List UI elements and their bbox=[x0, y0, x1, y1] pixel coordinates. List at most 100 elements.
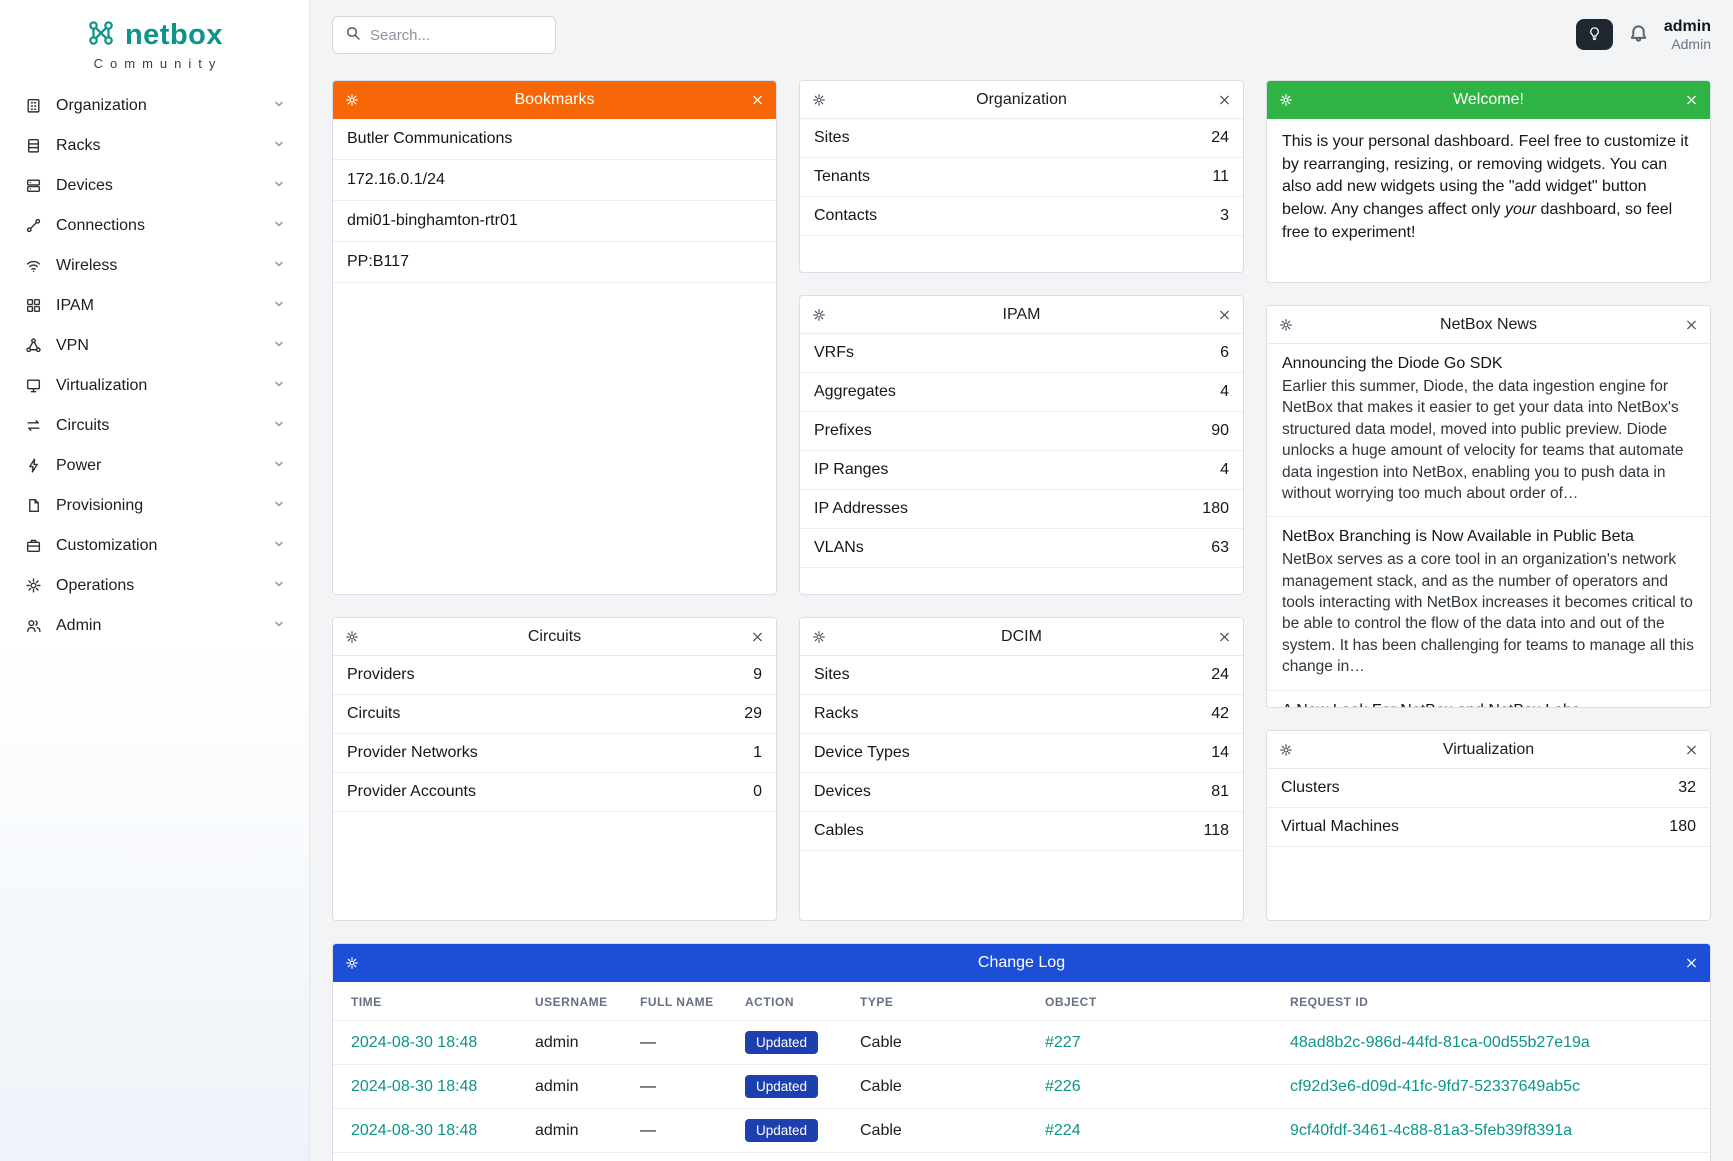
changelog-object-link[interactable]: #227 bbox=[1045, 1033, 1081, 1051]
bookmark-item[interactable]: 172.16.0.1/24 bbox=[333, 160, 776, 201]
stat-row[interactable]: Cables 118 bbox=[800, 812, 1243, 851]
changelog-object-link[interactable]: #226 bbox=[1045, 1077, 1081, 1095]
widget-config-icon[interactable] bbox=[345, 630, 359, 644]
chevron-down-icon bbox=[273, 257, 285, 275]
widget-close-icon[interactable] bbox=[1685, 94, 1698, 107]
news-title[interactable]: Announcing the Diode Go SDK bbox=[1282, 355, 1503, 372]
sidebar-item-devices[interactable]: Devices bbox=[14, 167, 295, 204]
column-header: ACTION bbox=[745, 995, 794, 1009]
user-menu[interactable]: admin Admin bbox=[1664, 17, 1711, 53]
theme-toggle-button[interactable] bbox=[1575, 19, 1613, 51]
connections-icon bbox=[24, 216, 43, 235]
bookmark-item[interactable]: PP:B117 bbox=[333, 242, 776, 283]
chevron-down-icon bbox=[273, 617, 285, 635]
search-box[interactable] bbox=[332, 16, 556, 54]
notifications-button[interactable] bbox=[1628, 23, 1649, 47]
stat-row[interactable]: Device Types 14 bbox=[800, 734, 1243, 773]
widget-config-icon[interactable] bbox=[812, 630, 826, 644]
changelog-request-id-link[interactable]: 9cf40fdf-3461-4c88-81a3-5feb39f8391a bbox=[1290, 1121, 1572, 1139]
stat-row[interactable]: Sites 24 bbox=[800, 119, 1243, 158]
widget-config-icon[interactable] bbox=[345, 93, 359, 107]
widget-close-icon[interactable] bbox=[1685, 957, 1698, 970]
widget-config-icon[interactable] bbox=[1279, 743, 1293, 757]
sidebar-item-organization[interactable]: Organization bbox=[14, 87, 295, 124]
stat-row[interactable]: Provider Networks 1 bbox=[333, 734, 776, 773]
table-header-row: TIME USERNAME FULL NAME ACTION TYPE OBJE… bbox=[333, 982, 1710, 1021]
widget-title: Circuits bbox=[527, 627, 582, 645]
widget-title: IPAM bbox=[1002, 305, 1041, 323]
sidebar-item-virtualization[interactable]: Virtualization bbox=[14, 367, 295, 404]
widget-close-icon[interactable] bbox=[751, 94, 764, 107]
sidebar-item-power[interactable]: Power bbox=[14, 447, 295, 484]
changelog-request-id-link[interactable]: cf92d3e6-d09d-41fc-9fd7-52337649ab5c bbox=[1290, 1077, 1581, 1095]
chevron-down-icon bbox=[273, 137, 285, 155]
stat-row[interactable]: IP Ranges 4 bbox=[800, 451, 1243, 490]
table-row: 2024-08-30 18:48 admin — Updated Cable #… bbox=[333, 1064, 1710, 1109]
widget-close-icon[interactable] bbox=[751, 630, 764, 643]
search-input[interactable] bbox=[370, 26, 543, 44]
sidebar-item-admin[interactable]: Admin bbox=[14, 607, 295, 644]
changelog-username: admin bbox=[535, 1077, 579, 1095]
sidebar-item-customization[interactable]: Customization bbox=[14, 527, 295, 564]
netbox-logo-icon bbox=[86, 18, 116, 53]
widget-config-icon[interactable] bbox=[1279, 318, 1293, 332]
widget-close-icon[interactable] bbox=[1218, 93, 1231, 106]
brand[interactable]: netbox Community bbox=[14, 18, 295, 71]
stat-row[interactable]: IP Addresses 180 bbox=[800, 490, 1243, 529]
bookmark-item[interactable]: dmi01-binghamton-rtr01 bbox=[333, 201, 776, 242]
widget-config-icon[interactable] bbox=[1279, 93, 1293, 107]
changelog-time-link[interactable]: 2024-08-30 18:48 bbox=[351, 1033, 478, 1051]
chevron-down-icon bbox=[273, 457, 285, 475]
sidebar-item-operations[interactable]: Operations bbox=[14, 567, 295, 604]
stat-row[interactable]: VRFs 6 bbox=[800, 334, 1243, 373]
stat-row[interactable]: Virtual Machines 180 bbox=[1267, 808, 1710, 847]
devices-icon bbox=[24, 176, 43, 195]
user-name: admin bbox=[1663, 18, 1711, 35]
widget-close-icon[interactable] bbox=[1218, 308, 1231, 321]
widget-config-icon[interactable] bbox=[812, 93, 826, 107]
widget-virtualization: Virtualization Clusters 32 Virtual Machin… bbox=[1266, 730, 1711, 921]
brand-name: netbox bbox=[124, 19, 224, 51]
sidebar-item-vpn[interactable]: VPN bbox=[14, 327, 295, 364]
changelog-object-link[interactable]: #224 bbox=[1045, 1121, 1081, 1139]
chevron-down-icon bbox=[273, 97, 285, 115]
stat-row[interactable]: Sites 24 bbox=[800, 656, 1243, 695]
changelog-time-link[interactable]: 2024-08-30 18:48 bbox=[351, 1121, 478, 1139]
news-title[interactable]: NetBox Branching is Now Available in Pub… bbox=[1282, 528, 1634, 546]
changelog-request-id-link[interactable]: 48ad8b2c-986d-44fd-81ca-00d55b27e19a bbox=[1290, 1033, 1590, 1051]
widget-close-icon[interactable] bbox=[1218, 630, 1231, 643]
stat-row[interactable]: Devices 81 bbox=[800, 773, 1243, 812]
stat-row[interactable]: Clusters 32 bbox=[1267, 769, 1710, 808]
widget-dcim-header: DCIM bbox=[800, 618, 1243, 656]
widget-welcome-header: Welcome! bbox=[1267, 81, 1710, 119]
welcome-text: This is your personal dashboard. Feel fr… bbox=[1282, 133, 1689, 241]
stat-row[interactable]: Tenants 11 bbox=[800, 158, 1243, 197]
brand-subtitle: Community bbox=[93, 56, 223, 71]
vpn-nodes-icon bbox=[24, 336, 43, 355]
widget-close-icon[interactable] bbox=[1685, 318, 1698, 331]
stat-row[interactable]: VLANs 63 bbox=[800, 529, 1243, 568]
sidebar-item-ipam[interactable]: IPAM bbox=[14, 287, 295, 324]
sidebar-item-provisioning[interactable]: Provisioning bbox=[14, 487, 295, 524]
bookmark-item[interactable]: Butler Communications bbox=[333, 119, 776, 160]
stat-row[interactable]: Providers 9 bbox=[333, 656, 776, 695]
news-title[interactable]: A New Look For NetBox and NetBox Labs bbox=[1282, 702, 1695, 708]
sidebar-item-circuits[interactable]: Circuits bbox=[14, 407, 295, 444]
stat-row[interactable]: Contacts 3 bbox=[800, 197, 1243, 236]
stat-row[interactable]: Racks 42 bbox=[800, 695, 1243, 734]
widget-config-icon[interactable] bbox=[345, 956, 359, 970]
changelog-time-link[interactable]: 2024-08-30 18:48 bbox=[351, 1077, 478, 1095]
sidebar-item-connections[interactable]: Connections bbox=[14, 207, 295, 244]
stat-row[interactable]: Prefixes 90 bbox=[800, 412, 1243, 451]
widget-close-icon[interactable] bbox=[1685, 743, 1698, 756]
widget-circuits: Circuits Providers 9 Circuits 29 Provider … bbox=[332, 617, 777, 921]
sidebar-item-racks[interactable]: Racks bbox=[14, 127, 295, 164]
table-row: 2024-08-30 18:43 admin — Updated Cable #… bbox=[333, 1152, 1710, 1161]
stat-row[interactable]: Circuits 29 bbox=[333, 695, 776, 734]
chevron-down-icon bbox=[273, 377, 285, 395]
stat-row[interactable]: Aggregates 4 bbox=[800, 373, 1243, 412]
sidebar-item-wireless[interactable]: Wireless bbox=[14, 247, 295, 284]
widget-config-icon[interactable] bbox=[812, 308, 826, 322]
stat-row[interactable]: Provider Accounts 0 bbox=[333, 773, 776, 812]
widget-virtualization-header: Virtualization bbox=[1267, 731, 1710, 769]
